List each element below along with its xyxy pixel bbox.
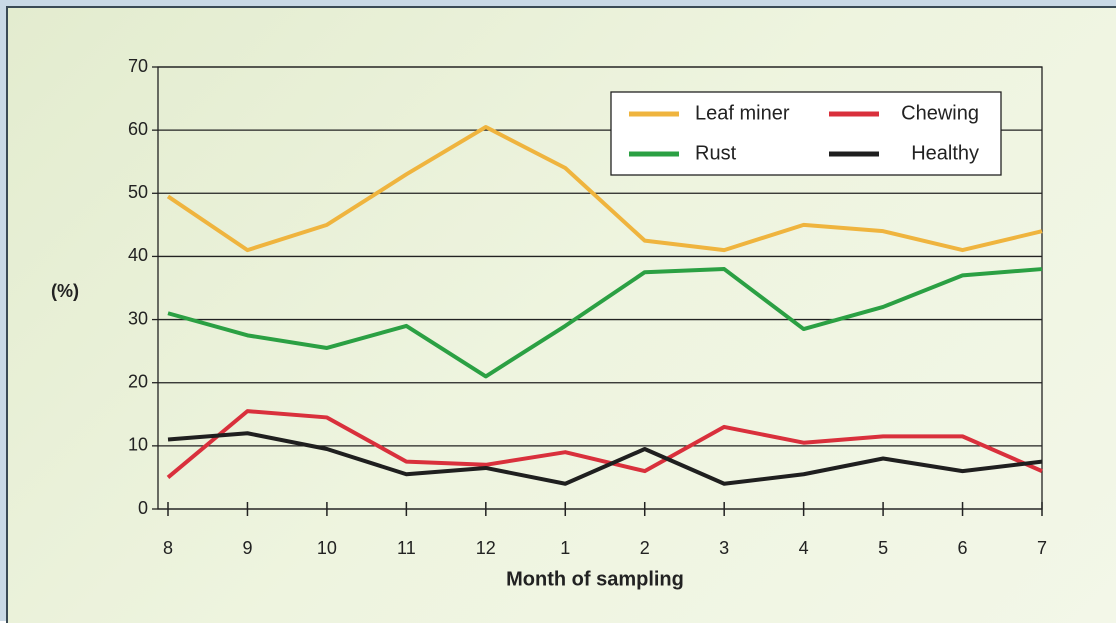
y-tick-label: 60 (128, 119, 148, 139)
series-line (166, 124, 1043, 253)
legend-label: Leaf miner (695, 102, 790, 124)
x-tick-label: 4 (799, 538, 809, 558)
legend-label: Chewing (901, 102, 979, 124)
x-tick-label: 2 (640, 538, 650, 558)
legend-label: Healthy (911, 142, 979, 164)
series-line (166, 409, 1043, 479)
x-axis-label: Month of sampling (506, 568, 684, 590)
x-tick-label: 10 (317, 538, 337, 558)
y-tick-label: 10 (128, 435, 148, 455)
x-tick-label: 8 (163, 538, 173, 558)
x-tick-label: 7 (1037, 538, 1047, 558)
legend-box (610, 91, 1002, 176)
x-tick-label: 12 (476, 538, 496, 558)
y-tick-label: 0 (138, 498, 148, 518)
y-axis-label: (%) (51, 281, 79, 301)
y-tick-label: 70 (128, 56, 148, 76)
x-tick-label: 5 (878, 538, 888, 558)
x-tick-label: 9 (242, 538, 252, 558)
series-line (167, 267, 1043, 379)
y-tick-label: 30 (128, 308, 148, 328)
y-tick-label: 50 (128, 182, 148, 202)
x-tick-label: 6 (958, 538, 968, 558)
x-tick-label: 11 (397, 538, 416, 558)
x-tick-label: 3 (719, 538, 729, 558)
series-line (167, 431, 1043, 486)
x-tick-label: 1 (560, 538, 570, 558)
legend-label: Rust (695, 142, 737, 164)
y-tick-label: 20 (128, 371, 148, 391)
y-tick-label: 40 (128, 245, 148, 265)
